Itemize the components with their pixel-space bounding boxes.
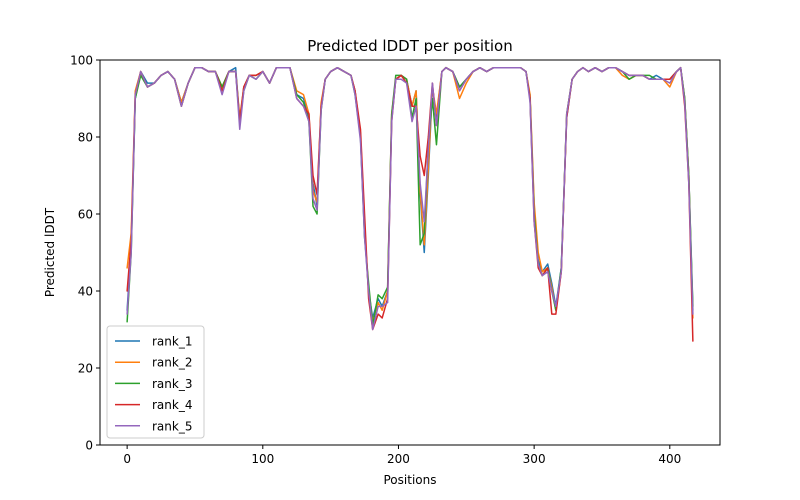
y-axis-ticks: 0 20 40 60 80 100 [70, 54, 100, 453]
legend-label-rank-3: rank_3 [152, 377, 192, 391]
legend-box [106, 325, 205, 439]
y-axis-label: Predicted lDDT [43, 207, 57, 297]
x-tick-label: 400 [658, 452, 681, 466]
x-axis-ticks: 0 100 200 300 400 [123, 445, 681, 466]
y-tick-label: 100 [70, 54, 93, 68]
legend: rank_1 rank_2 rank_3 rank_4 rank_5 [106, 325, 205, 439]
x-tick-label: 0 [123, 452, 131, 466]
series-lines [126, 66, 694, 342]
plot-frame [99, 59, 721, 446]
chart-title: Predicted lDDT per position [307, 37, 512, 55]
legend-label-rank-1: rank_1 [152, 335, 192, 349]
y-tick-label: 60 [78, 208, 93, 222]
legend-label-rank-5: rank_5 [152, 419, 192, 433]
y-tick-label: 80 [78, 131, 93, 145]
x-axis-label: Positions [384, 473, 437, 487]
y-tick-label: 0 [85, 439, 93, 453]
x-tick-label: 200 [387, 452, 410, 466]
y-tick-label: 40 [78, 285, 93, 299]
legend-label-rank-4: rank_4 [152, 398, 192, 412]
x-tick-label: 300 [523, 452, 546, 466]
y-tick-label: 20 [78, 362, 93, 376]
legend-label-rank-2: rank_2 [152, 356, 192, 370]
series-line-rank-5 [126, 66, 694, 331]
x-tick-label: 100 [251, 452, 274, 466]
